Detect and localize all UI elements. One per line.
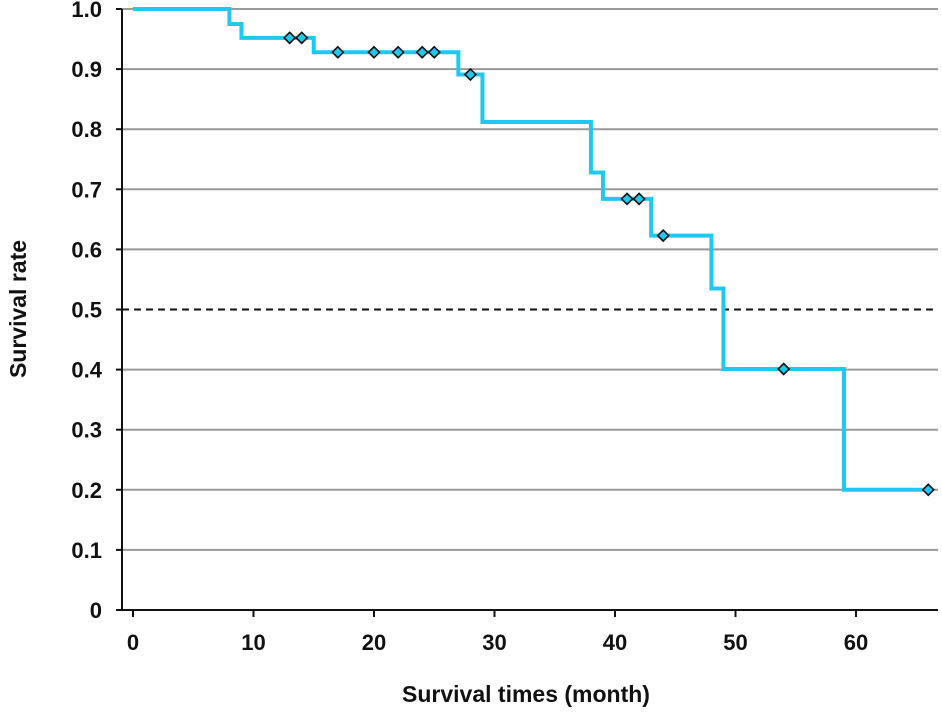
censored-marker-11 bbox=[777, 362, 791, 376]
y-tick-label-8: 0.8 bbox=[71, 117, 102, 142]
censored-marker-1 bbox=[295, 31, 309, 45]
x-axis-title: Survival times (month) bbox=[402, 681, 650, 707]
grid-lines bbox=[122, 8, 938, 551]
y-tick-label-6: 0.6 bbox=[71, 237, 102, 262]
y-tick-label-0: 0 bbox=[90, 598, 102, 623]
censored-marker-6 bbox=[427, 45, 441, 59]
censored-marker-2 bbox=[331, 45, 345, 59]
censored-marker-7 bbox=[463, 67, 478, 82]
x-tick-label-3: 30 bbox=[482, 630, 506, 655]
y-tick-label-4: 0.4 bbox=[71, 358, 102, 383]
x-tick-label-2: 20 bbox=[362, 630, 386, 655]
censored-marker-0 bbox=[283, 31, 297, 45]
y-tick-label-3: 0.3 bbox=[71, 418, 102, 443]
y-tick-label-9: 0.9 bbox=[71, 57, 102, 82]
y-tick-label-2: 0.2 bbox=[71, 478, 102, 503]
y-axis-title: Survival rate bbox=[5, 240, 31, 378]
censored-marker-10 bbox=[656, 228, 670, 243]
y-tick-label-7: 0.7 bbox=[71, 177, 102, 202]
survival-step-line-0 bbox=[133, 7, 929, 492]
censored-markers bbox=[283, 31, 935, 497]
series-group bbox=[133, 7, 929, 492]
y-tick-label-10: 1.0 bbox=[71, 0, 102, 22]
censored-marker-12 bbox=[921, 483, 935, 497]
x-tick-label-1: 10 bbox=[241, 630, 265, 655]
censored-marker-9 bbox=[632, 192, 646, 206]
y-tick-label-5: 0.5 bbox=[71, 298, 102, 323]
x-tick-label-0: 0 bbox=[127, 630, 139, 655]
axes bbox=[116, 8, 938, 617]
x-tick-label-6: 60 bbox=[844, 630, 868, 655]
y-tick-label-1: 0.1 bbox=[71, 538, 102, 563]
censored-marker-8 bbox=[620, 192, 634, 206]
x-tick-label-5: 50 bbox=[723, 630, 747, 655]
censored-marker-3 bbox=[367, 45, 381, 59]
censored-marker-4 bbox=[391, 45, 405, 59]
tick-labels: 0 0.1 0.2 0.3 0.4 0.5 0.6 0.7 0.8 0.9 1.0 0 10 20 30 40… bbox=[71, 0, 868, 655]
censored-marker-5 bbox=[415, 45, 429, 59]
x-tick-label-4: 40 bbox=[603, 630, 627, 655]
